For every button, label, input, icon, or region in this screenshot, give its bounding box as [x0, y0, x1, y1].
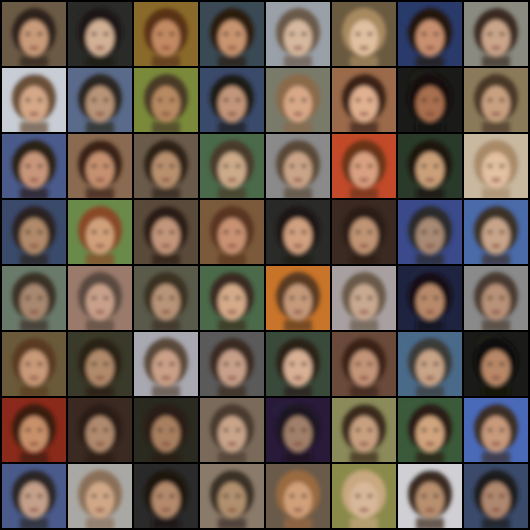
face-tile — [398, 200, 462, 264]
face-tile — [266, 266, 330, 330]
face-tile — [332, 134, 396, 198]
face-tile — [134, 2, 198, 66]
face-tile — [68, 2, 132, 66]
face-tile — [134, 68, 198, 132]
face-tile — [266, 398, 330, 462]
face-tile — [464, 464, 528, 528]
face-tile — [464, 2, 528, 66]
face-tile — [2, 266, 66, 330]
face-tile — [464, 398, 528, 462]
face-tile — [266, 2, 330, 66]
face-tile — [332, 332, 396, 396]
face-tile — [134, 200, 198, 264]
face-tile — [398, 464, 462, 528]
face-tile — [200, 134, 264, 198]
face-tile — [332, 200, 396, 264]
face-tile — [200, 2, 264, 66]
face-tile — [332, 266, 396, 330]
face-tile — [398, 134, 462, 198]
face-tile — [398, 68, 462, 132]
face-tile — [464, 266, 528, 330]
face-tile — [68, 68, 132, 132]
face-tile — [464, 332, 528, 396]
face-tile — [332, 464, 396, 528]
face-tile — [464, 200, 528, 264]
face-tile — [266, 200, 330, 264]
face-tile — [464, 68, 528, 132]
face-tile — [332, 2, 396, 66]
face-tile — [398, 2, 462, 66]
face-tile — [134, 398, 198, 462]
face-tile — [266, 464, 330, 528]
face-tile — [200, 464, 264, 528]
face-tile — [266, 68, 330, 132]
face-tile — [68, 398, 132, 462]
face-tile — [200, 68, 264, 132]
face-tile — [200, 332, 264, 396]
face-tile — [2, 200, 66, 264]
face-tile — [200, 398, 264, 462]
face-tile — [2, 2, 66, 66]
face-tile — [464, 134, 528, 198]
face-tile — [398, 332, 462, 396]
face-tile — [68, 266, 132, 330]
face-tile — [266, 134, 330, 198]
face-tile — [332, 398, 396, 462]
face-tile — [2, 332, 66, 396]
face-tile — [332, 68, 396, 132]
face-tile — [266, 332, 330, 396]
face-tile — [2, 68, 66, 132]
face-tile — [68, 464, 132, 528]
face-tile — [2, 398, 66, 462]
face-tile — [134, 266, 198, 330]
face-tile — [398, 266, 462, 330]
face-tile — [134, 464, 198, 528]
face-tile — [134, 134, 198, 198]
face-tile — [200, 266, 264, 330]
face-tile — [398, 398, 462, 462]
face-tile — [2, 134, 66, 198]
face-tile — [134, 332, 198, 396]
face-tile — [200, 200, 264, 264]
face-tile — [68, 134, 132, 198]
face-tile — [2, 464, 66, 528]
face-tile — [68, 200, 132, 264]
face-tile — [68, 332, 132, 396]
